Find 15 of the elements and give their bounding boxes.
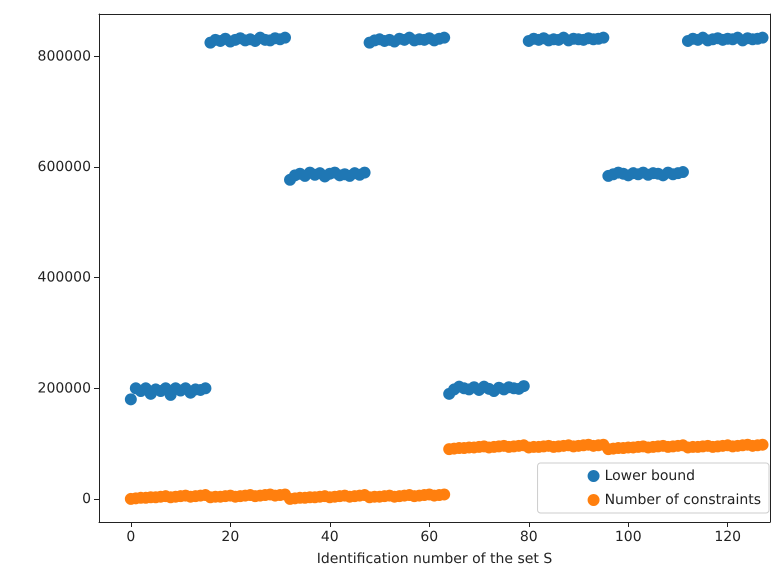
legend-label: Lower bound [604, 468, 696, 484]
x-tick-label: 100 [614, 529, 642, 545]
x-tick-label: 120 [714, 529, 742, 545]
y-tick-label: 200000 [38, 380, 91, 396]
x-tick-label: 80 [520, 529, 538, 545]
y-tick-label: 400000 [38, 270, 91, 286]
x-tick-label: 20 [221, 529, 240, 545]
x-axis-title: Identification number of the set S [316, 551, 552, 567]
y-tick-label: 0 [82, 490, 91, 507]
x-tick-label: 40 [320, 529, 339, 545]
y-tick-label: 600000 [38, 159, 91, 176]
x-tick-label: 0 [126, 529, 136, 545]
x-tick-label: 60 [420, 529, 438, 545]
legend-label: Number of constraints [604, 492, 762, 508]
y-tick-label: 800000 [38, 48, 91, 64]
